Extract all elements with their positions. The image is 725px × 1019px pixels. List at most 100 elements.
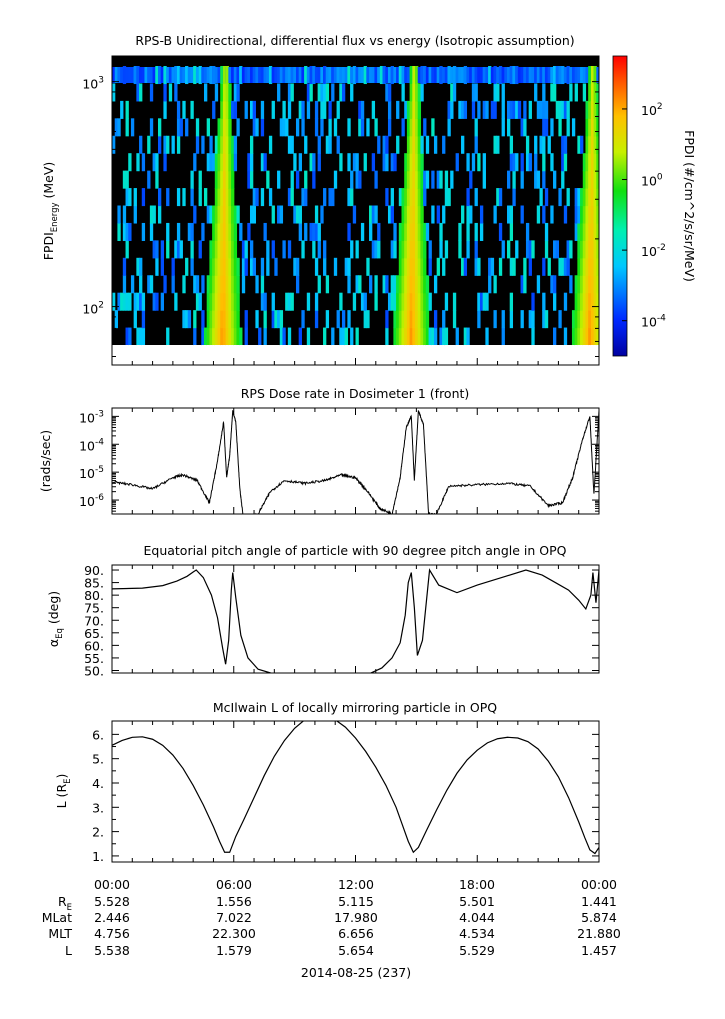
heatmap-cell: [301, 67, 305, 83]
heatmap-cell: [536, 205, 541, 224]
heatmap-cell: [287, 240, 292, 259]
heatmap-blank: [233, 345, 238, 365]
heatmap-cell: [166, 327, 170, 346]
heatmap-cell: [249, 205, 254, 224]
heatmap-blank: [566, 345, 570, 365]
heatmap-cell: [474, 118, 478, 137]
heatmap-blank: [293, 345, 297, 365]
heatmap-cell: [358, 67, 362, 83]
heatmap-cell: [563, 292, 568, 311]
heatmap-cell: [369, 275, 373, 294]
y-tick-label: 60.: [84, 638, 104, 653]
heatmap-cell: [561, 66, 565, 85]
heatmap-cell: [350, 67, 354, 83]
heatmap-blank: [593, 345, 597, 365]
heatmap-cell: [466, 240, 470, 259]
heatmap-cell: [590, 153, 595, 172]
heatmap-cell: [271, 205, 275, 224]
heatmap-cell: [247, 170, 251, 189]
y-tick-label: 75.: [84, 601, 104, 616]
heatmap-cell: [528, 153, 532, 172]
heatmap-cell: [588, 153, 592, 172]
heatmap-cell: [525, 153, 530, 172]
heatmap-cell: [585, 100, 589, 119]
heatmap-cell: [417, 67, 422, 83]
heatmap-cell: [314, 310, 319, 329]
heatmap-cell: [582, 275, 587, 294]
heatmap-cell: [415, 292, 419, 311]
heatmap-cell: [580, 292, 584, 311]
heatmap-cell: [212, 153, 216, 172]
heatmap-cell: [125, 118, 129, 137]
heatmap-cell: [344, 257, 348, 276]
heatmap-cell: [550, 205, 554, 224]
heatmap-cell: [236, 257, 240, 276]
heatmap-blank: [225, 345, 229, 365]
heatmap-cell: [206, 67, 210, 83]
mcilwain-l-x-ticks: [111, 721, 600, 862]
heatmap-cell: [523, 257, 527, 276]
heatmap-blank: [571, 345, 576, 365]
heatmap-cell: [201, 135, 205, 154]
heatmap-cell: [393, 327, 397, 346]
heatmap-cell: [231, 135, 235, 154]
heatmap-cell: [147, 67, 151, 83]
ephemeris-value: 4.044: [459, 910, 495, 925]
heatmap-cell: [157, 66, 162, 85]
heatmap-cell: [496, 67, 500, 83]
heatmap-cell: [166, 135, 170, 154]
heatmap-cell: [425, 67, 430, 83]
heatmap-cell: [528, 310, 532, 329]
heatmap-cell: [585, 327, 589, 346]
heatmap-cell: [309, 83, 313, 102]
heatmap-cell: [574, 188, 578, 207]
heatmap-cell: [249, 100, 254, 119]
heatmap-cell: [398, 310, 403, 329]
heatmap-cell: [222, 292, 227, 311]
heatmap-cell: [585, 310, 589, 329]
heatmap-blank: [260, 345, 265, 365]
heatmap-cell: [206, 292, 210, 311]
heatmap-cell: [382, 153, 386, 172]
heatmap-blank: [525, 345, 530, 365]
heatmap-cell: [531, 240, 535, 259]
heatmap-cell: [209, 66, 213, 85]
heatmap-cell: [406, 240, 411, 259]
heatmap-blank: [409, 345, 413, 365]
heatmap-cell: [206, 205, 210, 224]
heatmap-cell: [466, 222, 470, 241]
heatmap-cell: [195, 67, 200, 83]
heatmap-cell: [231, 67, 235, 83]
heatmap-cell: [176, 100, 181, 119]
heatmap-cell: [401, 257, 405, 276]
heatmap-blank: [507, 345, 511, 365]
heatmap-cell: [317, 83, 321, 102]
heatmap-cell: [390, 205, 394, 224]
heatmap-cell: [415, 205, 419, 224]
heatmap-blank: [531, 345, 535, 365]
heatmap-cell: [366, 67, 370, 83]
heatmap-blank: [455, 345, 459, 365]
heatmap-cell: [174, 240, 178, 259]
heatmap-cell: [266, 257, 270, 276]
heatmap-cell: [228, 135, 232, 154]
heatmap-cell: [531, 310, 535, 329]
heatmap-cell: [444, 188, 449, 207]
heatmap-cell: [260, 275, 265, 294]
heatmap-cell: [214, 67, 219, 83]
heatmap-cell: [444, 327, 449, 346]
heatmap-cell: [544, 310, 549, 329]
heatmap-cell: [185, 257, 189, 276]
heatmap-cell: [401, 118, 405, 137]
heatmap-cell: [450, 67, 454, 83]
heatmap-cell: [155, 240, 159, 259]
heatmap-cell: [415, 66, 419, 85]
heatmap-cell: [122, 170, 127, 189]
heatmap-cell: [228, 310, 232, 329]
heatmap-blank: [198, 345, 202, 365]
heatmap-cell: [236, 83, 240, 102]
heatmap-cell: [171, 67, 175, 83]
ephemeris-label-l: L: [65, 943, 72, 958]
ephemeris-value: 22.300: [212, 926, 256, 941]
heatmap-cell: [580, 222, 584, 241]
